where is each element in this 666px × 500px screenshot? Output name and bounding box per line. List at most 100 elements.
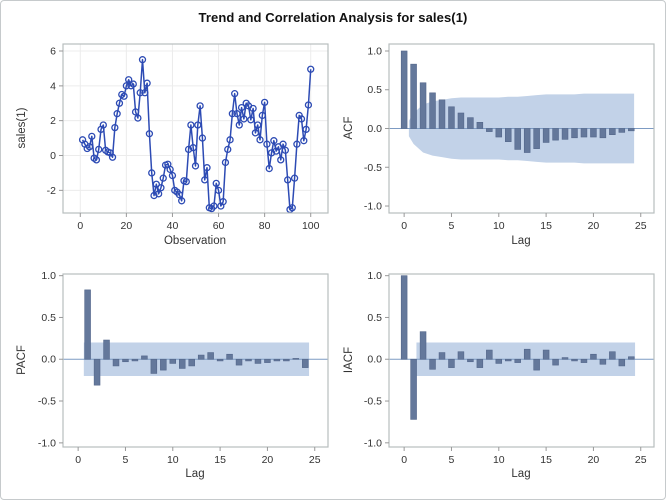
lag-bar <box>245 358 252 362</box>
x-tick-label: 25 <box>309 454 321 466</box>
lag-bar <box>273 358 281 362</box>
lag-bar <box>476 121 484 129</box>
y-tick-label: 0.0 <box>367 123 382 135</box>
y-axis-ticks: -1.0 -0.5 0.0 0.5 1.0 <box>364 45 389 213</box>
y-tick-label: 2 <box>50 115 56 127</box>
data-point-marker <box>187 121 195 129</box>
series-plot-panel: 0 20 40 60 80 100 -2 0 2 4 6 <box>47 43 329 232</box>
lag-bar <box>609 128 616 136</box>
plot-frame <box>62 43 329 214</box>
lag-bar <box>514 358 521 363</box>
correlation-bars <box>400 50 635 153</box>
lag-bar <box>112 358 120 367</box>
data-point-marker <box>284 176 292 184</box>
x-axis-ticks: 0 5 10 15 20 25 <box>401 213 647 232</box>
lag-bar <box>467 117 474 129</box>
lag-bar <box>486 128 493 132</box>
lag-bar <box>160 358 167 371</box>
acf-x-axis-label: Lag <box>511 235 531 247</box>
data-point-marker <box>113 110 121 118</box>
data-point-marker <box>277 156 285 164</box>
y-tick-label: -0.5 <box>364 396 382 408</box>
data-point-marker <box>307 65 315 73</box>
x-tick-label: 20 <box>588 454 600 466</box>
x-tick-label: 20 <box>588 220 600 232</box>
lag-bar <box>169 358 177 364</box>
x-tick-label: 10 <box>493 220 505 232</box>
data-point-marker <box>157 184 165 192</box>
lag-bar <box>467 358 474 363</box>
data-point-marker <box>219 198 227 206</box>
lag-bar <box>103 339 110 360</box>
data-point-marker <box>122 82 131 90</box>
lag-bar <box>505 358 512 362</box>
iacf-y-axis-label: IACF <box>343 346 355 374</box>
data-point-marker <box>120 92 128 100</box>
lag-bar <box>599 358 607 365</box>
y-tick-label: 0.5 <box>41 312 56 324</box>
data-point-marker <box>304 101 313 109</box>
x-tick-label: 80 <box>259 220 271 232</box>
x-tick-label: 100 <box>302 220 320 232</box>
x-tick-label: 15 <box>540 220 552 232</box>
data-point-marker <box>240 115 248 123</box>
lag-bar <box>438 99 446 129</box>
lag-bar <box>542 349 550 360</box>
plot-frame <box>62 273 329 448</box>
data-point-marker <box>302 125 310 134</box>
lag-bar <box>505 128 512 142</box>
lag-bar <box>580 358 588 363</box>
lag-bar <box>131 358 139 362</box>
data-point-marker <box>224 145 232 154</box>
lag-bar <box>188 358 195 367</box>
data-point-marker <box>148 169 156 177</box>
data-point-marker <box>249 104 257 113</box>
lag-bar <box>207 352 214 360</box>
lag-bar <box>283 358 290 362</box>
y-axis-ticks: -1.0 -0.5 0.0 0.5 1.0 <box>364 270 389 449</box>
correlation-bars <box>400 275 635 420</box>
y-tick-label: -0.5 <box>38 396 56 408</box>
data-point-marker <box>201 176 209 184</box>
lag-bar <box>438 352 446 360</box>
x-tick-label: 25 <box>635 454 647 466</box>
x-tick-label: 0 <box>75 454 81 466</box>
y-tick-label: 1.0 <box>367 270 382 282</box>
data-point-marker <box>85 143 94 151</box>
data-point-marker <box>196 102 204 110</box>
lag-bar <box>580 128 588 138</box>
lag-bar <box>448 106 455 129</box>
x-tick-label: 5 <box>449 454 455 466</box>
series-y-axis-label: sales(1) <box>16 107 28 149</box>
data-point-marker <box>300 137 308 145</box>
lag-bar <box>571 358 578 362</box>
data-point-marker <box>212 179 220 188</box>
data-point-marker <box>263 140 271 148</box>
data-point-marker <box>265 164 273 173</box>
data-point-marker <box>168 171 177 180</box>
data-point-marker <box>115 99 124 107</box>
data-point-marker <box>134 114 142 122</box>
x-axis-ticks: 0 20 40 60 80 100 <box>77 213 320 232</box>
lag-bar <box>410 63 417 129</box>
lag-bar <box>495 128 503 138</box>
lag-bar <box>561 128 569 140</box>
x-tick-label: 15 <box>540 454 552 466</box>
lag-bar <box>122 358 129 363</box>
y-tick-label: 6 <box>50 45 56 57</box>
data-point-marker <box>178 197 186 205</box>
y-tick-label: -1.0 <box>364 201 382 213</box>
data-point-marker <box>95 145 103 154</box>
y-tick-label: 0.5 <box>367 84 382 96</box>
y-tick-label: 0.0 <box>41 354 56 366</box>
data-point-marker <box>279 140 287 148</box>
y-tick-label: -1.0 <box>38 437 56 449</box>
data-point-marker <box>189 144 197 152</box>
data-point-marker <box>281 146 290 154</box>
lag-bar <box>486 349 493 360</box>
lag-bar <box>533 358 540 371</box>
data-point-marker <box>210 202 218 210</box>
lag-bar <box>618 358 626 367</box>
